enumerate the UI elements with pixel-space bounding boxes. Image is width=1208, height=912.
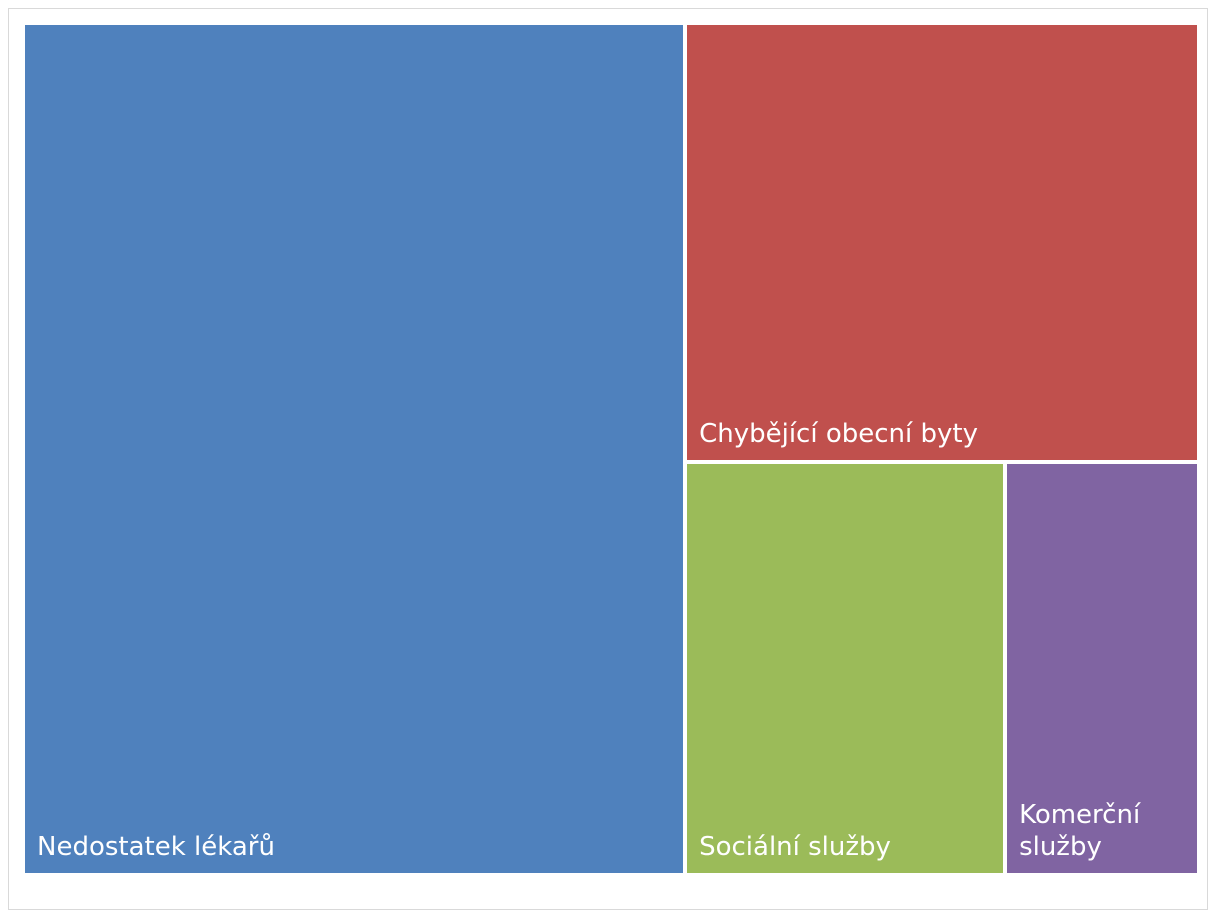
treemap-tile-2: Chybějící obecní byty [687, 25, 1197, 460]
treemap-tile-3: Sociální služby [687, 463, 1004, 873]
treemap-tile-1: Nedostatek lékařů [25, 25, 684, 873]
treemap-tile-label: Komerční služby [1019, 799, 1141, 862]
chart-frame: Nedostatek lékařů Chybějící obecní byty So… [8, 8, 1208, 910]
treemap-tile-4: Komerční služby [1007, 463, 1197, 873]
treemap-tile-label: Sociální služby [699, 831, 891, 862]
treemap-chart: Nedostatek lékařů Chybějící obecní byty So… [9, 9, 1207, 909]
treemap-tile-label: Chybějící obecní byty [699, 418, 978, 449]
treemap-tile-label: Nedostatek lékařů [37, 832, 275, 862]
